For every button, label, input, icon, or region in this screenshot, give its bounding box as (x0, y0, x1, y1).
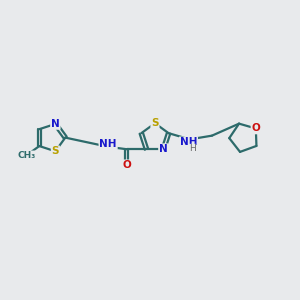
Text: H: H (189, 144, 196, 153)
Text: NH: NH (180, 137, 197, 147)
Text: O: O (251, 124, 260, 134)
Text: CH₃: CH₃ (17, 151, 35, 160)
Text: NH: NH (99, 139, 117, 149)
Text: S: S (151, 118, 159, 128)
Text: S: S (52, 146, 59, 156)
Text: N: N (51, 119, 60, 129)
Text: N: N (159, 144, 168, 154)
Text: O: O (122, 160, 131, 170)
